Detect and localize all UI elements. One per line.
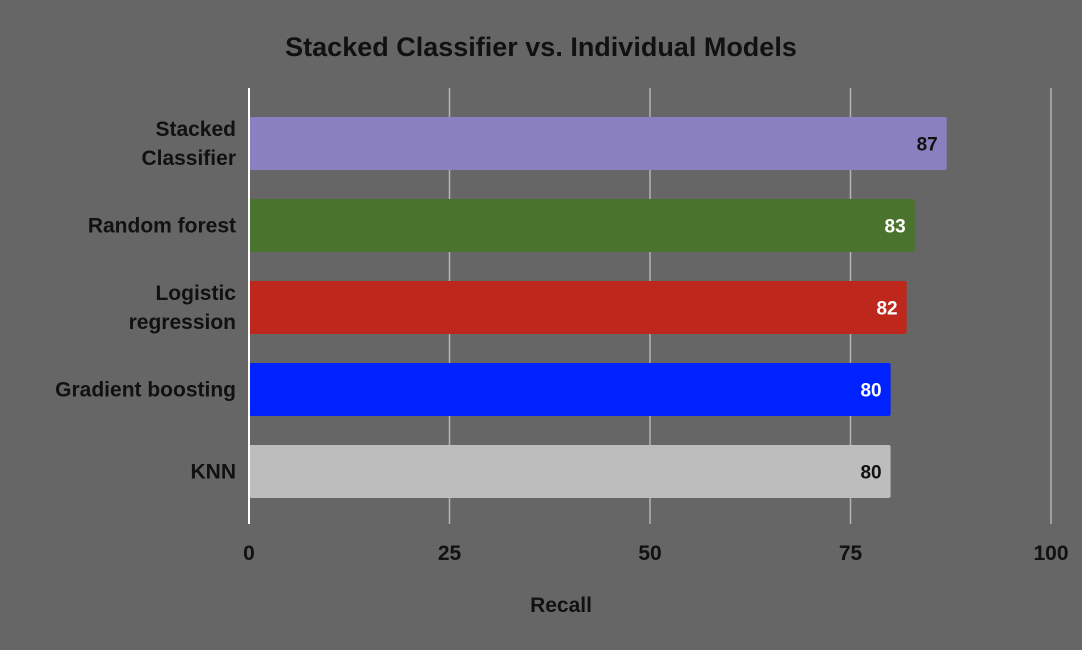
bar: [249, 445, 891, 498]
category-label: Random forest: [88, 215, 236, 238]
category-label: Stacked Classifier: [141, 118, 236, 170]
category-label: KNN: [191, 461, 237, 484]
x-tick-label: 50: [638, 542, 661, 565]
x-tick-label: 0: [243, 542, 255, 565]
data-label: 82: [876, 299, 897, 320]
bar: [249, 363, 891, 416]
data-label: 80: [860, 463, 881, 484]
x-tick-labels: 0 25 50 75 100: [243, 542, 1068, 565]
x-tick-label: 25: [438, 542, 462, 565]
chart-title: Stacked Classifier vs. Individual Models: [285, 32, 797, 62]
data-label: 83: [885, 217, 906, 238]
category-label: Gradient boosting: [55, 379, 236, 402]
bars: 87 83 82 80 80: [249, 117, 947, 498]
bar: [249, 199, 915, 252]
x-tick-label: 100: [1033, 542, 1068, 565]
category-labels: Stacked Classifier Random forest Logistic re…: [55, 118, 236, 484]
x-tick-label: 75: [839, 542, 863, 565]
bar: [249, 281, 907, 334]
x-axis-label: Recall: [530, 594, 592, 617]
category-label: Logistic regression: [129, 282, 237, 334]
data-label: 80: [860, 381, 881, 402]
data-label: 87: [917, 135, 938, 156]
bar: [249, 117, 947, 170]
